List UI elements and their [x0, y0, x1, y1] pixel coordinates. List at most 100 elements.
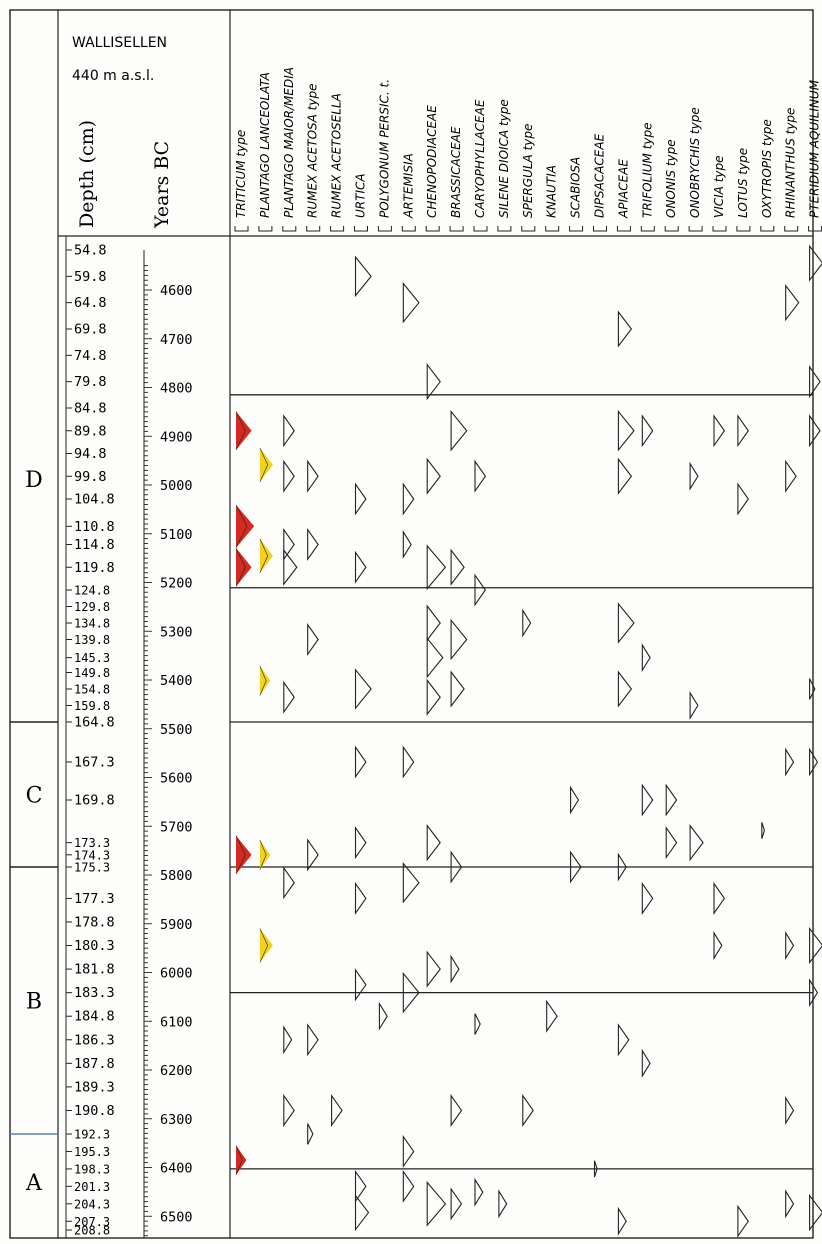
depth-label: 84.8	[74, 401, 107, 417]
depth-label: 59.8	[74, 269, 107, 285]
taxon-peak	[402, 281, 420, 324]
taxon-peak	[641, 414, 654, 448]
taxon-peak	[474, 573, 487, 607]
year-label: 6300	[160, 1112, 193, 1128]
depth-label: 174.3	[74, 848, 110, 862]
taxon-peak	[426, 604, 441, 642]
taxon-peak-outline	[259, 538, 269, 574]
year-label: 4800	[160, 381, 193, 397]
taxon-scale-mark	[449, 226, 464, 232]
taxon-scale-mark	[354, 226, 368, 232]
taxon-peak	[354, 668, 372, 710]
taxon-peak	[354, 550, 367, 584]
taxon-peak	[809, 365, 821, 399]
taxon-peak	[665, 783, 678, 817]
taxon-peak	[809, 926, 822, 965]
taxon-peak	[402, 529, 412, 560]
taxon-peak	[474, 1177, 484, 1207]
taxon-peak	[641, 1048, 651, 1078]
taxon-name: ARTEMISIA	[401, 153, 415, 219]
taxon-peak	[450, 670, 465, 708]
year-label: 6100	[160, 1014, 193, 1030]
depth-label: 186.3	[74, 1032, 115, 1048]
taxon-peak	[450, 1093, 463, 1127]
taxon-peak	[426, 636, 444, 679]
depth-label: 198.3	[74, 1162, 110, 1176]
depth-label: 159.8	[74, 699, 110, 713]
taxon-peak	[570, 785, 580, 815]
taxon-peak	[617, 602, 635, 644]
taxon-scale-mark	[234, 226, 249, 232]
taxon-peak	[402, 482, 415, 516]
taxon-peak	[354, 745, 367, 779]
taxon-peak	[402, 861, 420, 904]
depth-label: 192.3	[74, 1128, 110, 1142]
taxon-name: SILENE DIOICA type	[497, 99, 511, 218]
taxon-peak	[259, 447, 273, 482]
taxon-peak-outline	[235, 1145, 243, 1176]
taxon-peak-outline	[235, 835, 246, 875]
taxon-peak	[785, 1189, 795, 1219]
zone-label: C	[26, 784, 43, 809]
taxon-peak	[761, 822, 765, 839]
taxon-scale-mark	[712, 226, 727, 232]
taxon-name: POLYGONUM PERSIC. t.	[377, 79, 391, 218]
taxon-name: ONOBRYCHIS type	[688, 107, 702, 218]
years-axis: 4600 4700 4800 4900 5000 5100 5200 5300 5400 5500…	[144, 265, 193, 1237]
taxon-peak	[426, 678, 441, 716]
taxon-peak-outline	[259, 839, 267, 870]
year-label: 5400	[160, 673, 193, 689]
taxon-peak	[354, 1169, 367, 1203]
taxon-peak	[713, 930, 723, 961]
depth-label: 204.3	[74, 1197, 110, 1211]
taxon-peak	[283, 459, 295, 493]
taxon-peak	[785, 1095, 795, 1125]
year-label: 5000	[160, 478, 193, 494]
depth-label: 167.3	[74, 755, 115, 771]
taxon-peak	[402, 745, 415, 779]
taxon-peak	[546, 999, 558, 1033]
taxon-peak	[307, 1023, 319, 1057]
depth-axis: 54.8 59.8 64.8 69.8 74.8 79.8 84.8 89.8 94.8 99.8…	[66, 243, 115, 1238]
taxon-peak	[617, 1206, 627, 1236]
depth-label: 104.8	[74, 492, 115, 508]
taxon-peak	[713, 414, 726, 448]
depth-label: 180.3	[74, 938, 115, 954]
taxon-peak	[474, 459, 487, 493]
outer-frame	[9, 9, 814, 1239]
depth-label: 190.8	[74, 1103, 115, 1119]
taxon-peak	[641, 643, 651, 673]
taxon-peak	[689, 690, 699, 721]
depth-label: 149.8	[74, 666, 110, 680]
taxon-name: BRASSICACEAE	[449, 126, 463, 218]
depth-label: 178.8	[74, 914, 115, 930]
taxon-name: URTICA	[354, 173, 368, 218]
taxon-peak	[354, 1193, 370, 1232]
taxon-peak	[737, 414, 749, 448]
taxon-peak	[307, 459, 319, 493]
taxon-peak	[809, 678, 816, 700]
taxon-peak	[450, 548, 465, 586]
taxon-peak	[259, 840, 271, 870]
taxon-peak	[737, 482, 749, 516]
taxon-peak	[283, 527, 295, 562]
horizon-lines	[230, 394, 813, 1170]
depth-label: 195.3	[74, 1145, 110, 1159]
taxon-name: TRITICUM type	[234, 130, 248, 218]
taxon-peak	[236, 504, 255, 548]
year-label: 5700	[160, 819, 193, 835]
taxon-peak	[809, 978, 819, 1008]
taxon-peak	[785, 459, 797, 493]
taxon-peak	[617, 310, 633, 348]
taxon-scale-mark	[306, 226, 321, 232]
taxon-name: PLANTAGO MAIOR/MEDIA	[282, 67, 296, 218]
taxon-peak	[259, 928, 273, 963]
depth-label: 124.8	[74, 584, 110, 598]
taxon-name: LOTUS type	[736, 148, 750, 218]
taxon-peak	[354, 826, 367, 860]
taxon-scale-mark	[808, 226, 822, 232]
taxon-peak	[474, 1013, 481, 1035]
taxon-peak	[354, 881, 367, 915]
taxon-peak	[522, 1093, 534, 1127]
depth-label: 189.3	[74, 1079, 115, 1095]
